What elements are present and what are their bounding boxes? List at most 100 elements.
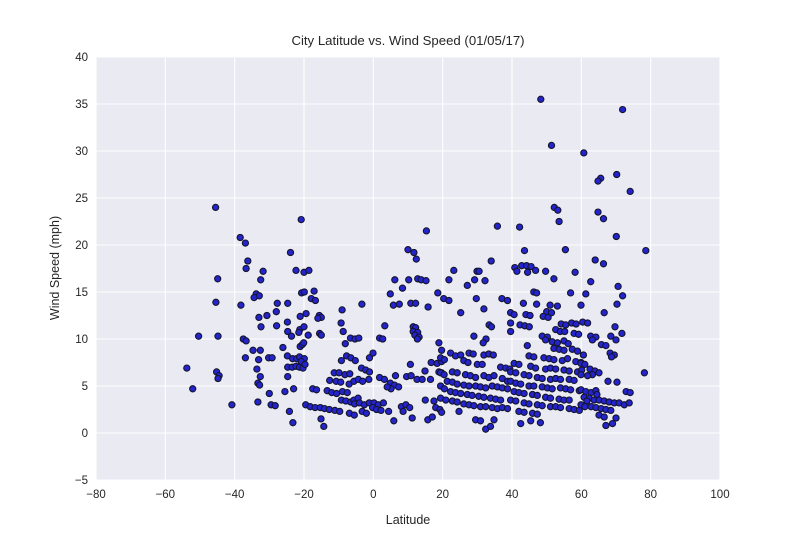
data-point — [336, 407, 344, 416]
data-point — [561, 327, 569, 336]
data-point — [292, 266, 300, 275]
data-point — [284, 327, 292, 336]
data-point — [527, 262, 535, 271]
data-point — [189, 385, 197, 393]
x-axis-tick-labels: −80 −60 −40 −20 0 20 40 60 80 100 — [86, 489, 729, 501]
data-point — [533, 391, 541, 400]
x-axis-label: Latitude — [386, 513, 431, 527]
data-point — [355, 334, 363, 342]
data-point — [470, 332, 478, 340]
data-point — [594, 208, 602, 216]
data-point — [411, 299, 420, 307]
data-point — [591, 256, 599, 264]
data-point — [273, 299, 281, 307]
data-point — [285, 407, 294, 416]
data-point — [482, 403, 490, 411]
data-point — [257, 323, 265, 331]
x-tick-label: 60 — [575, 489, 588, 501]
data-point — [613, 170, 621, 179]
data-point — [440, 371, 448, 379]
data-point — [365, 375, 373, 384]
data-point — [515, 360, 523, 369]
data-point — [408, 414, 416, 422]
x-tick-label: −20 — [294, 489, 314, 501]
data-point — [574, 330, 583, 338]
data-point — [255, 381, 264, 389]
data-point — [555, 217, 563, 226]
data-point — [335, 369, 343, 377]
data-point — [570, 376, 578, 385]
data-point — [279, 343, 287, 352]
data-point — [289, 385, 298, 393]
y-tick-label: 10 — [75, 334, 88, 346]
data-point — [552, 365, 560, 373]
data-point — [513, 267, 521, 275]
data-point — [453, 398, 461, 406]
y-axis-label: Wind Speed (mph) — [48, 216, 62, 320]
plot-area-background — [96, 57, 720, 480]
data-point — [386, 290, 394, 298]
data-point — [496, 396, 505, 404]
y-tick-label: 25 — [75, 193, 88, 205]
data-point — [493, 222, 502, 230]
data-point — [556, 375, 565, 384]
data-point — [562, 321, 570, 329]
data-point — [391, 372, 400, 380]
data-point — [212, 298, 220, 306]
data-point — [471, 373, 480, 382]
data-point — [237, 301, 245, 309]
y-tick-label: 35 — [75, 99, 88, 111]
data-point — [536, 419, 545, 427]
data-point — [256, 346, 264, 354]
data-point — [607, 406, 615, 415]
data-point — [422, 227, 431, 235]
data-point — [517, 419, 525, 428]
data-point — [572, 320, 580, 328]
y-tick-label: 0 — [82, 428, 88, 440]
data-point — [566, 289, 575, 297]
data-point — [607, 353, 616, 361]
data-point — [399, 407, 407, 416]
data-point — [573, 347, 582, 355]
data-point — [642, 246, 650, 255]
data-point — [365, 368, 374, 376]
data-point — [553, 302, 562, 310]
data-point — [407, 372, 415, 380]
data-point — [412, 255, 420, 263]
data-point — [249, 346, 257, 354]
data-point — [381, 322, 389, 330]
data-point — [608, 419, 617, 428]
data-point — [531, 364, 540, 372]
data-point — [379, 335, 387, 343]
data-point — [525, 372, 533, 380]
data-point — [287, 332, 296, 340]
data-point — [296, 312, 304, 321]
data-point — [317, 331, 325, 339]
data-point — [241, 354, 250, 362]
data-point — [410, 248, 418, 257]
data-point — [300, 339, 308, 347]
y-tick-label: 40 — [75, 52, 88, 64]
data-point — [520, 246, 529, 255]
data-point — [254, 356, 263, 364]
data-point — [565, 396, 573, 404]
y-tick-label: 20 — [75, 240, 88, 252]
data-point — [453, 380, 461, 388]
data-point — [626, 187, 634, 196]
data-point — [481, 277, 489, 285]
data-point — [546, 301, 554, 309]
data-point — [478, 360, 486, 369]
data-point — [337, 356, 346, 365]
data-point — [337, 378, 345, 386]
data-point — [560, 346, 568, 354]
data-point — [302, 309, 310, 318]
data-point — [547, 309, 556, 317]
data-point — [581, 403, 589, 411]
data-point — [434, 289, 442, 297]
data-point — [405, 276, 413, 284]
x-tick-label: 20 — [436, 489, 449, 501]
data-point — [519, 299, 528, 307]
data-point — [445, 296, 453, 305]
data-point — [487, 257, 495, 265]
